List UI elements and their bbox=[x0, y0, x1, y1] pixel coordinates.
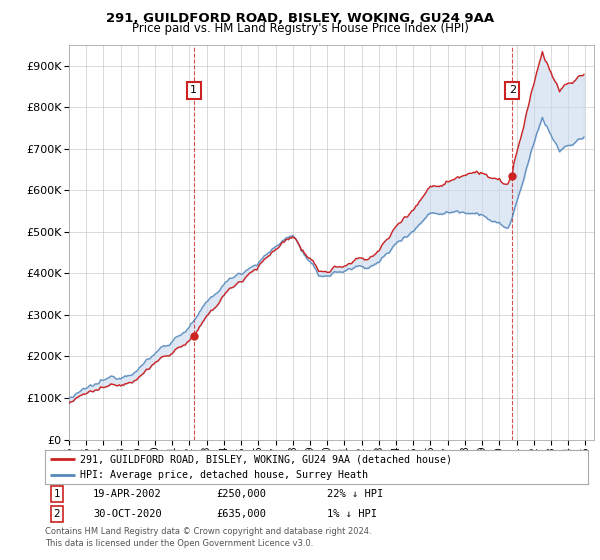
Text: 19-APR-2002: 19-APR-2002 bbox=[93, 489, 162, 499]
Text: 291, GUILDFORD ROAD, BISLEY, WOKING, GU24 9AA (detached house): 291, GUILDFORD ROAD, BISLEY, WOKING, GU2… bbox=[80, 454, 452, 464]
Text: Price paid vs. HM Land Registry's House Price Index (HPI): Price paid vs. HM Land Registry's House … bbox=[131, 22, 469, 35]
Text: 22% ↓ HPI: 22% ↓ HPI bbox=[327, 489, 383, 499]
Text: £635,000: £635,000 bbox=[216, 509, 266, 519]
Text: This data is licensed under the Open Government Licence v3.0.: This data is licensed under the Open Gov… bbox=[45, 539, 313, 548]
Text: Contains HM Land Registry data © Crown copyright and database right 2024.: Contains HM Land Registry data © Crown c… bbox=[45, 528, 371, 536]
Text: 2: 2 bbox=[53, 509, 61, 519]
Text: 291, GUILDFORD ROAD, BISLEY, WOKING, GU24 9AA: 291, GUILDFORD ROAD, BISLEY, WOKING, GU2… bbox=[106, 12, 494, 25]
Text: HPI: Average price, detached house, Surrey Heath: HPI: Average price, detached house, Surr… bbox=[80, 470, 368, 480]
Text: 2: 2 bbox=[509, 85, 516, 95]
Text: 1% ↓ HPI: 1% ↓ HPI bbox=[327, 509, 377, 519]
Text: 1: 1 bbox=[53, 489, 61, 499]
Text: 1: 1 bbox=[190, 85, 197, 95]
Text: £250,000: £250,000 bbox=[216, 489, 266, 499]
Text: 30-OCT-2020: 30-OCT-2020 bbox=[93, 509, 162, 519]
